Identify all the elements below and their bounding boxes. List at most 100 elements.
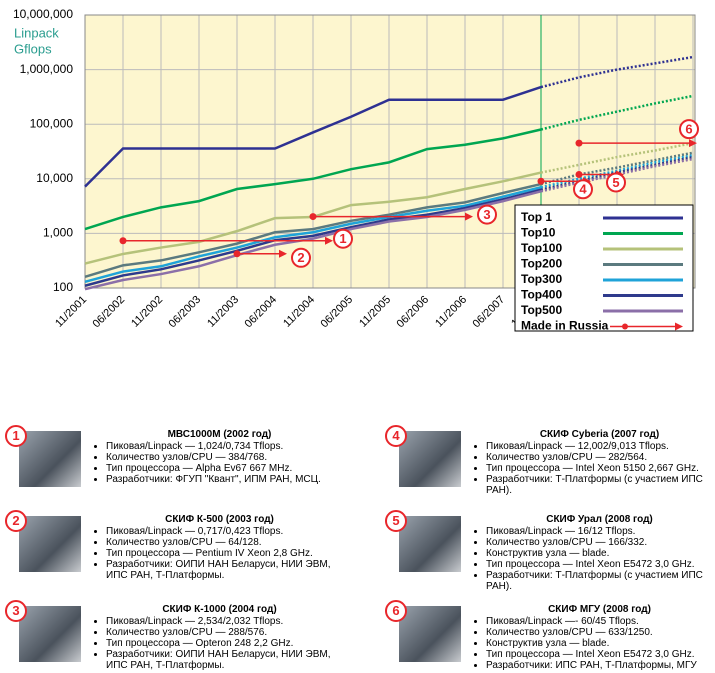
system-title: МВС1000М (2002 год) (167, 429, 272, 440)
marker-arrow-head (325, 236, 333, 245)
system-spec: Тип процессора — Opteron 248 2,2 GHz. (106, 638, 342, 649)
marker-dot (233, 250, 241, 258)
system-specs: Пиковая/Linpack — 0,717/0,423 Tflops.Кол… (97, 526, 342, 581)
marker-badge (477, 204, 497, 225)
system-specs: Пиковая/Linpack —- 60/45 Tflops.Количест… (477, 616, 715, 671)
y-tick-label: 10,000 (36, 171, 73, 185)
system-text: СКИФ МГУ (2008 год)Пиковая/Linpack —- 60… (477, 604, 715, 671)
system-text: СКИФ Урал (2008 год)Пиковая/Linpack — 16… (477, 514, 715, 592)
system-spec: Количество узлов/CPU — 166/332. (486, 537, 715, 548)
legend-label: Made in Russia (521, 319, 609, 333)
legend-label: Top300 (521, 272, 562, 286)
series-line (84, 128, 542, 231)
y-tick-label: 10,000,000 (13, 7, 73, 21)
system-specs: Пиковая/Linpack — 2,534/2,032 Tflops.Кол… (97, 616, 342, 671)
marker-label: 1 (339, 231, 346, 246)
system-number: 4 (385, 425, 407, 447)
system-photo (399, 516, 461, 572)
forecast-line (540, 141, 694, 174)
system-text: МВС1000М (2002 год)Пиковая/Linpack — 1,0… (97, 429, 342, 485)
system-text: СКИФ Cyberia (2007 год)Пиковая/Linpack —… (477, 429, 715, 496)
system-card: 4 СКИФ Cyberia (2007 год)Пиковая/Linpack … (385, 425, 715, 497)
system-spec: Пиковая/Linpack — 2,534/2,032 Tflops. (106, 616, 342, 627)
system-spec: Тип процессора — Alpha Ev67 667 MHz. (106, 463, 342, 474)
system-spec: Тип процессора — Intel Xeon E5472 3,0 GH… (486, 649, 715, 660)
system-title: СКИФ К-500 (2003 год) (165, 514, 274, 525)
x-tick-label: 06/2003 (167, 294, 204, 331)
marker-dot (575, 170, 583, 178)
system-spec: Пиковая/Linpack — 16/12 Tflops. (486, 526, 715, 537)
legend-arrow-head (675, 322, 683, 331)
system-spec: Разработчики: ФГУП "Квант", ИПМ РАН, МСЦ… (106, 474, 342, 485)
legend-label: Top200 (521, 257, 562, 271)
x-tick-label: 11/2004 (281, 294, 317, 330)
system-spec: Количество узлов/CPU — 282/564. (486, 452, 715, 463)
system-spec: Разработчики: ИПС РАН, Т-Платформы, МГУ (486, 660, 715, 671)
marker-badge (291, 247, 311, 268)
series-line (84, 186, 542, 283)
system-title: СКИФ Cyberia (2007 год) (539, 429, 660, 440)
forecast-line (540, 94, 694, 131)
system-card: 5 СКИФ Урал (2008 год)Пиковая/Linpack — 1… (385, 510, 715, 592)
system-title: СКИФ К-1000 (2004 год) (162, 604, 277, 615)
system-spec: Количество узлов/CPU — 384/768. (106, 452, 342, 463)
system-spec: Разработчики: ОИПИ НАН Беларуси, НИИ ЭВМ… (106, 559, 342, 581)
marker-arrow-head (465, 212, 473, 221)
y-tick-label: 100,000 (30, 116, 74, 130)
marker-label: 6 (685, 122, 692, 137)
system-photo (19, 516, 81, 572)
system-spec: Тип процессора — Intel Xeon 5150 2,667 G… (486, 463, 715, 474)
x-tick-label: 06/2006 (395, 294, 432, 331)
marker-dot (537, 177, 545, 185)
system-number: 3 (5, 600, 27, 622)
marker-dot (309, 213, 317, 221)
system-number: 6 (385, 600, 407, 622)
x-tick-label: 11/2002 (129, 294, 165, 330)
x-tick-label: 11/2006 (433, 294, 469, 330)
marker-dot (575, 139, 583, 147)
system-text: СКИФ К-1000 (2004 год)Пиковая/Linpack — … (97, 604, 342, 671)
system-spec: Пиковая/Linpack — 12,002/9,013 Tflops. (486, 441, 715, 452)
system-number: 1 (5, 425, 27, 447)
x-tick-label: 06/2002 (91, 294, 128, 331)
x-tick-label: 06/2004 (243, 294, 280, 331)
system-spec: Разработчики: ОИПИ НАН Беларуси, НИИ ЭВМ… (106, 649, 342, 671)
system-spec: Конструктив узла — blade. (486, 638, 715, 649)
marker-arrow-head (279, 249, 287, 258)
system-number: 2 (5, 510, 27, 532)
legend-dot (622, 323, 628, 330)
forecast-line (540, 55, 694, 89)
system-spec: Количество узлов/CPU — 64/128. (106, 537, 342, 548)
series-line (84, 182, 542, 279)
system-photo (19, 606, 81, 662)
y-tick-label: 100 (53, 280, 73, 294)
marker-label: 4 (579, 182, 587, 197)
x-tick-label: 11/2005 (357, 294, 393, 330)
series-line (84, 188, 542, 287)
system-spec: Разработчики: Т-Платформы (с участием ИП… (486, 474, 715, 496)
system-spec: Конструктив узла — blade. (486, 548, 715, 559)
legend-label: Top 1 (521, 210, 552, 224)
system-spec: Тип процессора — Intel Xeon E5472 3,0 GH… (486, 559, 715, 570)
legend-label: Top10 (521, 226, 556, 240)
series-line (84, 85, 542, 188)
legend-label: Top500 (521, 303, 562, 317)
plot-border (84, 14, 696, 289)
y-tick-label: 1,000 (43, 226, 73, 240)
chart: Linpack Gflops 100 1,000 10,000 100,000 1,00… (13, 7, 699, 333)
forecast-line (540, 151, 694, 186)
system-photo (19, 431, 81, 487)
marker-badge (573, 179, 593, 200)
system-photo (399, 606, 461, 662)
y-label: Linpack (14, 25, 59, 40)
system-specs: Пиковая/Linpack — 1,024/0,734 Tflops.Кол… (97, 441, 342, 485)
x-tick-label: 11/2003 (205, 294, 241, 330)
system-spec: Пиковая/Linpack — 1,024/0,734 Tflops. (106, 441, 342, 452)
system-title: СКИФ МГУ (2008 год) (548, 604, 651, 615)
marker-label: 2 (297, 250, 304, 265)
legend-label: Top100 (521, 241, 562, 255)
